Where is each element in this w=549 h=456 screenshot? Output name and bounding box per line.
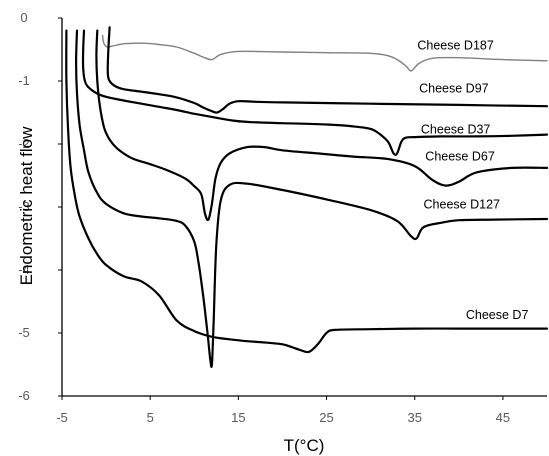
series-label-cheese-d187: Cheese D187 [417,39,493,53]
x-tick-label: -5 [56,410,68,425]
x-axis-title: T(°C) [284,436,325,455]
series-label-cheese-d97: Cheese D97 [419,81,489,95]
series-lines [65,26,549,369]
series-line-cheese-d7 [65,29,549,354]
series-label-cheese-d127: Cheese D127 [424,197,500,211]
series-line-cheese-d67 [95,29,549,222]
y-tick-label: -6 [18,388,30,403]
axes: 0 -1 -2 -3 -4 -5 -6 -5 5 15 25 35 45 [18,10,547,425]
series-label-cheese-d7: Cheese D7 [466,308,529,322]
y-tick-label: -4 [18,262,30,277]
y-tick-label: -1 [18,73,30,88]
y-tick-label: -5 [18,325,30,340]
series-line-cheese-d127 [75,29,549,369]
x-tick-label: 35 [407,410,421,425]
series-label-cheese-d37: Cheese D37 [421,122,491,136]
series-labels: Cheese D187 Cheese D97 Cheese D37 Cheese D6… [417,39,528,323]
y-tick-label: -2 [18,136,30,151]
series-line-cheese-d97 [106,26,549,114]
x-tick-label: 5 [147,410,154,425]
x-tick-label: 45 [496,410,510,425]
y-axis-title: Endometric heat flow [17,126,36,285]
y-tick-label: 0 [20,10,27,25]
series-line-cheese-d187 [101,34,548,72]
x-tick-label: 15 [231,410,245,425]
series-line-cheese-d37 [81,29,549,156]
series-label-cheese-d67: Cheese D67 [425,149,495,163]
y-tick-label: -3 [18,199,30,214]
x-tick-label: 25 [319,410,333,425]
